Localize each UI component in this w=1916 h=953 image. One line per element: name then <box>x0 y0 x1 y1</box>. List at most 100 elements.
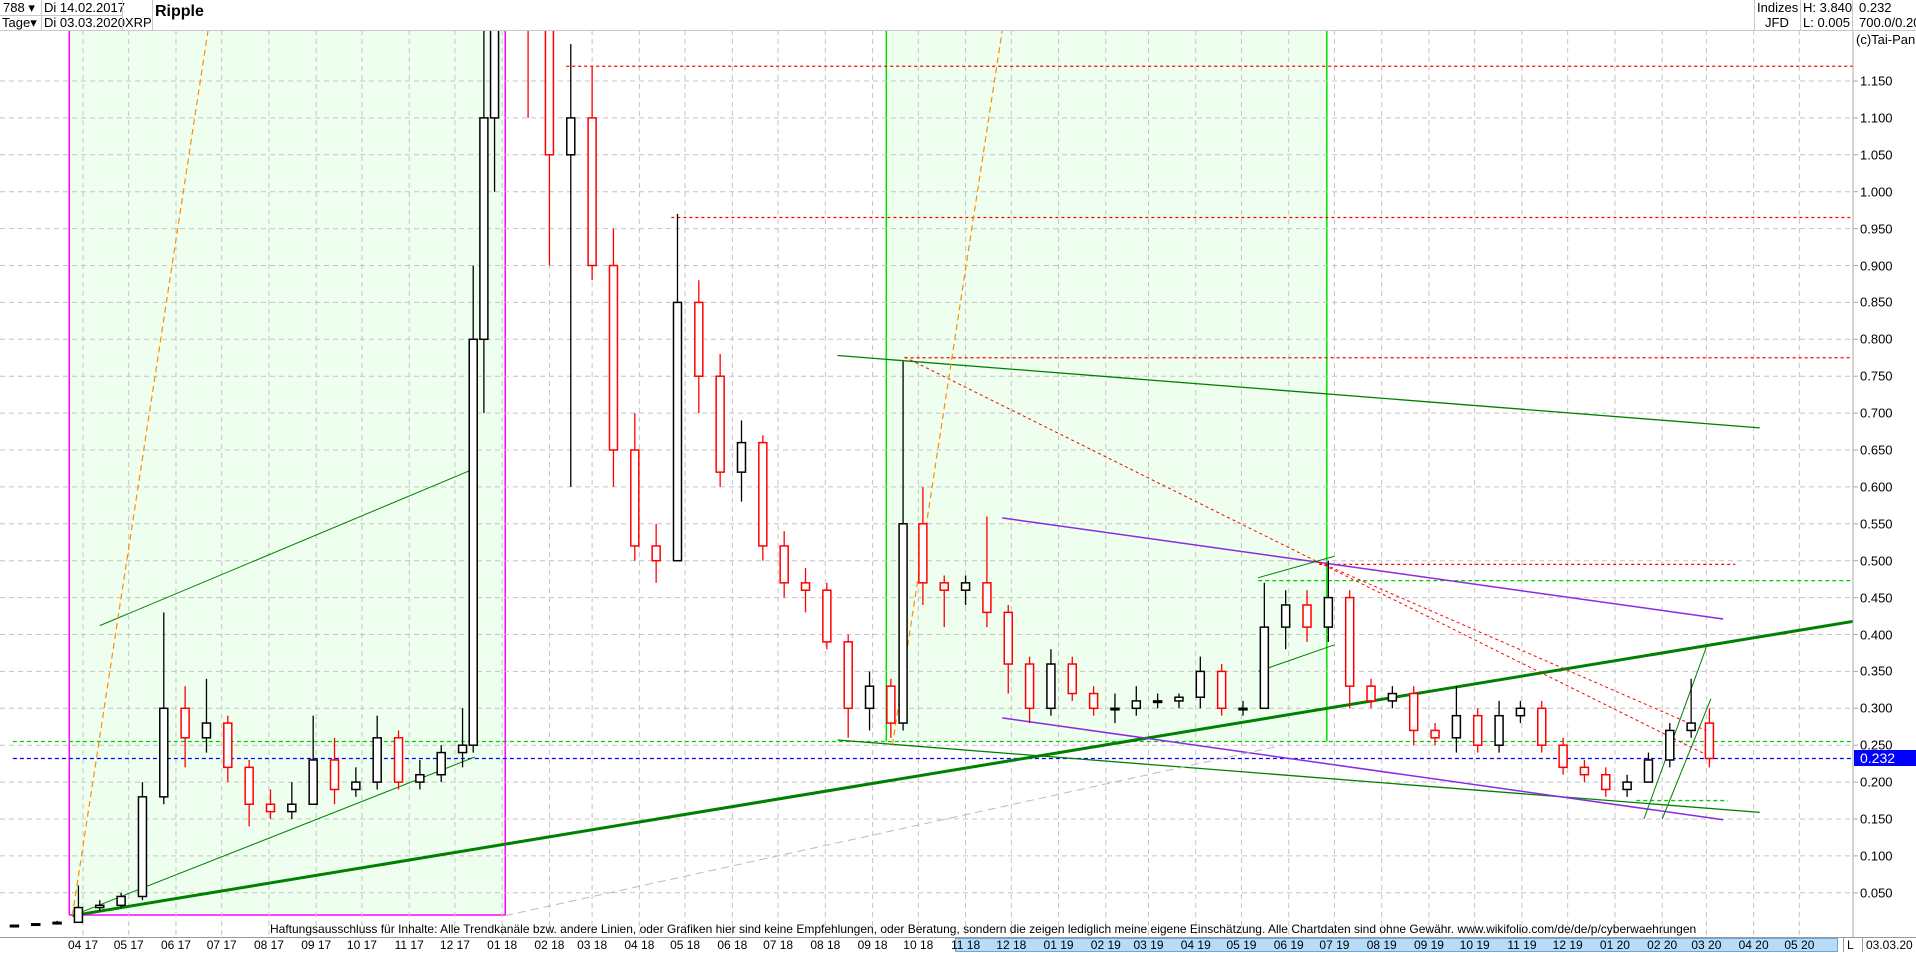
candle <box>1686 678 1696 738</box>
period-dropdown[interactable]: Tage▾ <box>2 15 37 30</box>
candle-body <box>223 722 233 769</box>
candle-body <box>758 441 768 547</box>
candle <box>1302 590 1312 642</box>
candle <box>886 678 896 738</box>
candle-body <box>9 924 20 928</box>
candle <box>372 715 382 790</box>
x-tick-label: 03 20 <box>1691 938 1722 952</box>
candle-body <box>1216 670 1227 710</box>
candle <box>351 767 361 797</box>
candle-body <box>95 904 105 909</box>
chart-header: 788 ▾ Tage▾ Di 14.02.2017 Di 03.03.2020 … <box>0 0 1916 31</box>
trendline <box>1258 644 1335 672</box>
candle-body <box>939 582 949 591</box>
candle-body <box>372 737 382 783</box>
x-tick-label: 01 20 <box>1599 938 1630 952</box>
candle-body <box>1558 744 1568 769</box>
index-label: Indizes <box>1757 0 1799 15</box>
candle <box>137 782 148 901</box>
candle <box>1643 752 1654 783</box>
candle <box>1216 664 1227 716</box>
candle <box>587 66 597 281</box>
candle-body <box>1643 759 1654 783</box>
candle-body <box>1579 766 1590 776</box>
trendline <box>1002 717 1724 821</box>
candle <box>779 531 789 598</box>
candle <box>223 715 233 783</box>
candle <box>1430 723 1440 746</box>
candle <box>1515 700 1526 724</box>
y-tick-label: 0.150 <box>1860 811 1893 827</box>
trendline <box>891 30 1003 746</box>
candle <box>9 924 20 928</box>
scale-value: 700.0/0.20 <box>1859 15 1916 30</box>
trendline <box>1319 561 1712 734</box>
candle <box>715 354 725 487</box>
period-value: Tage <box>2 15 31 30</box>
source-label: JFD <box>1765 15 1789 30</box>
candle-body <box>468 338 478 746</box>
candle-body <box>822 589 832 643</box>
x-tick-label: 02 19 <box>1090 938 1121 952</box>
candle <box>1537 700 1547 753</box>
candle <box>116 892 126 908</box>
y-tick-label: 0.250 <box>1860 737 1893 753</box>
candle-body <box>393 737 404 783</box>
date-from[interactable]: Di 14.02.2017 <box>44 0 125 15</box>
candle-body <box>1430 729 1440 739</box>
y-tick-label: 0.500 <box>1860 553 1893 569</box>
low-value: L: 0.005 <box>1803 15 1850 30</box>
candle <box>1622 774 1632 797</box>
y-tick-label: 0.400 <box>1860 627 1893 642</box>
x-tick-label: 08 18 <box>810 938 841 952</box>
candle <box>201 678 212 753</box>
y-tick-label: 0.200 <box>1860 774 1893 790</box>
copyright: (c)Tai-Pan <box>1856 32 1916 47</box>
candle-body <box>52 921 62 925</box>
candle <box>1024 656 1035 724</box>
candle <box>1280 590 1291 650</box>
x-tick-label: 04 19 <box>1180 938 1211 952</box>
candle <box>180 686 190 768</box>
candle <box>30 923 41 927</box>
l-button[interactable]: L <box>1843 938 1854 952</box>
y-tick-label: 1.050 <box>1860 147 1893 163</box>
candle <box>436 745 446 783</box>
candle-body <box>1088 692 1099 710</box>
candle-body <box>1302 604 1312 628</box>
candle-body <box>651 545 661 562</box>
x-tick-label: 11 17 <box>394 938 424 952</box>
candle <box>898 361 908 731</box>
candle-body <box>287 803 297 813</box>
y-tick-label: 0.050 <box>1860 885 1893 901</box>
candle-body <box>843 641 853 710</box>
candle-body <box>672 301 683 562</box>
x-tick-label: 10 17 <box>346 938 377 952</box>
date-to[interactable]: Di 03.03.2020 <box>44 15 125 30</box>
y-tick-label: 0.600 <box>1860 479 1893 495</box>
candle-body <box>1537 707 1547 746</box>
candle <box>651 523 661 583</box>
candle-body <box>1451 714 1462 739</box>
y-tick-label: 0.350 <box>1860 663 1893 679</box>
candle-body <box>1024 663 1035 710</box>
y-tick-label: 0.850 <box>1860 294 1893 310</box>
candle <box>1665 723 1675 768</box>
candle-body <box>489 30 500 119</box>
y-tick-label: 1.000 <box>1860 184 1893 200</box>
y-tick-label: 0.900 <box>1860 258 1893 273</box>
candle <box>244 759 254 827</box>
candle <box>1259 582 1270 710</box>
candle <box>672 213 683 562</box>
candle <box>489 30 500 192</box>
candle-body <box>201 722 212 739</box>
candle-body <box>159 707 169 798</box>
bar-count-dropdown[interactable]: 788 ▾ <box>3 0 35 15</box>
trendline <box>1258 555 1335 579</box>
candle-body <box>415 773 425 783</box>
candle <box>1323 560 1334 642</box>
candle-body <box>1174 696 1184 702</box>
candle-body <box>1704 722 1715 760</box>
x-tick-label: 01 18 <box>487 938 518 952</box>
